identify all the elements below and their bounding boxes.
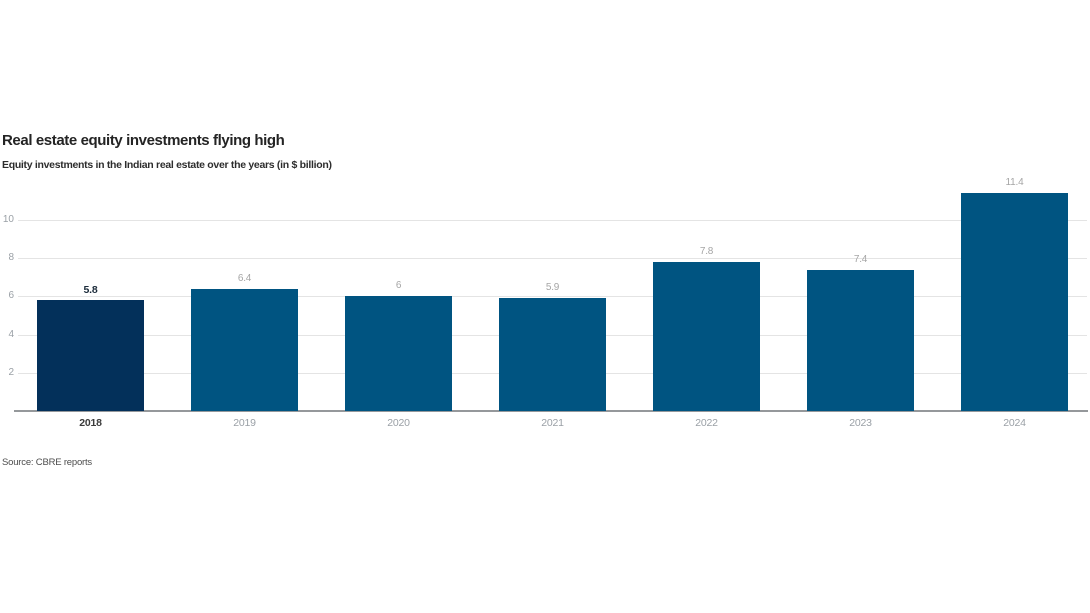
x-axis-label-2021: 2021 [541, 417, 564, 429]
bar-value-label-2019: 6.4 [237, 273, 252, 284]
x-axis-label-2022: 2022 [695, 417, 718, 429]
y-axis-tick-label-2: 2 [8, 366, 14, 378]
gridline-6 [18, 296, 1087, 298]
x-axis-label-2020: 2020 [387, 417, 410, 429]
x-axis-label-2024: 2024 [1003, 417, 1026, 429]
bar-2024 [961, 193, 1068, 411]
source-note: Source: CBRE reports [2, 457, 92, 468]
x-axis-label-2018: 2018 [79, 417, 102, 429]
x-axis-line [14, 410, 1088, 412]
bar-value-label-2022: 7.8 [699, 246, 714, 257]
bar-value-label-2018: 5.8 [83, 284, 98, 296]
bar-2019 [191, 289, 298, 411]
bar-value-label-2023: 7.4 [853, 254, 868, 265]
y-axis-tick-label-10: 10 [2, 214, 14, 225]
chart-subtitle: Equity investments in the Indian real es… [2, 159, 332, 171]
chart-title: Real estate equity investments flying hi… [2, 132, 285, 149]
gridline-10 [18, 220, 1087, 221]
y-axis-tick-label-6: 6 [8, 290, 14, 302]
bar-2018 [37, 300, 144, 411]
bar-2022 [653, 262, 760, 411]
y-axis-tick-label-4: 4 [8, 328, 14, 340]
y-axis-tick-label-8: 8 [8, 252, 14, 264]
gridline-8 [18, 258, 1087, 260]
bar-value-label-2024: 11.4 [1005, 177, 1024, 188]
bar-2023 [807, 270, 914, 411]
x-axis-label-2023: 2023 [849, 417, 872, 429]
bar-value-label-2021: 5.9 [545, 282, 560, 293]
bar-2021 [499, 298, 606, 411]
bar-2020 [345, 296, 452, 411]
x-axis-label-2019: 2019 [233, 417, 256, 429]
bar-value-label-2020: 6 [395, 280, 402, 291]
